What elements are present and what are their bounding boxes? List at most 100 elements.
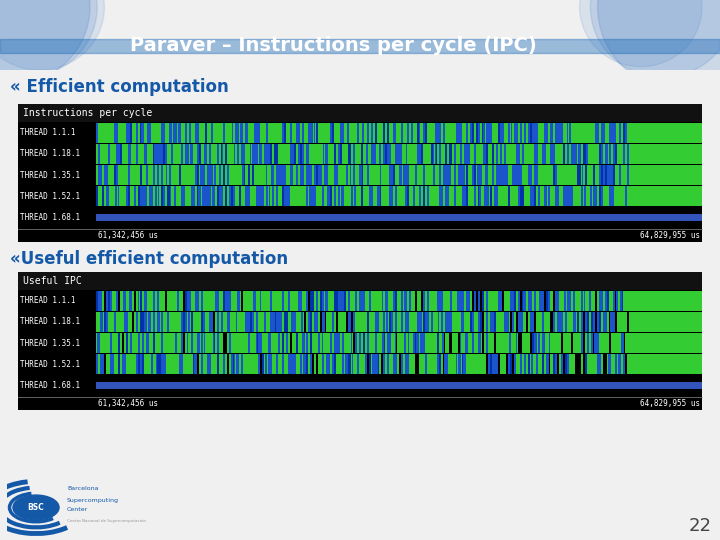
Bar <box>248 312 250 332</box>
Bar <box>240 123 242 143</box>
Bar <box>431 354 433 374</box>
Bar <box>266 354 268 374</box>
Bar <box>333 123 335 143</box>
Bar <box>122 354 125 374</box>
Bar <box>603 144 606 164</box>
Bar <box>536 291 539 311</box>
Bar <box>496 354 498 374</box>
Bar <box>168 186 171 206</box>
Bar <box>173 144 175 164</box>
Bar <box>381 291 383 311</box>
Bar <box>514 165 516 185</box>
Bar <box>195 354 197 374</box>
Bar <box>436 186 438 206</box>
Bar <box>253 186 256 206</box>
Bar <box>494 333 496 353</box>
Bar <box>238 354 240 374</box>
Bar <box>211 165 213 185</box>
Bar <box>469 312 472 332</box>
Bar <box>359 291 361 311</box>
Bar <box>100 144 102 164</box>
Bar <box>112 165 114 185</box>
Bar <box>520 123 523 143</box>
Bar <box>278 123 280 143</box>
Bar <box>411 186 413 206</box>
Bar <box>230 333 232 353</box>
Bar <box>201 333 203 353</box>
Bar <box>613 123 616 143</box>
Bar <box>173 291 175 311</box>
Bar <box>316 291 318 311</box>
Bar <box>528 354 531 374</box>
Bar <box>486 165 488 185</box>
Bar <box>522 123 524 143</box>
Bar <box>324 186 326 206</box>
Bar <box>185 354 187 374</box>
Bar <box>472 165 474 185</box>
Bar <box>498 123 500 143</box>
Bar <box>260 291 262 311</box>
Bar <box>466 354 468 374</box>
Bar <box>421 165 423 185</box>
Bar <box>399 312 401 332</box>
Bar <box>195 165 197 185</box>
Bar <box>421 144 423 164</box>
Bar <box>354 165 357 185</box>
Bar <box>506 333 508 353</box>
Bar <box>682 144 684 164</box>
Bar <box>562 123 564 143</box>
Bar <box>120 354 122 374</box>
Bar <box>148 144 150 164</box>
Bar <box>409 312 411 332</box>
Bar <box>348 165 351 185</box>
Bar <box>261 291 264 311</box>
Bar <box>373 186 375 206</box>
Bar <box>450 312 451 332</box>
Bar <box>302 291 305 311</box>
Bar <box>338 123 341 143</box>
Bar <box>510 144 513 164</box>
Bar <box>664 354 666 374</box>
Bar <box>276 291 278 311</box>
Bar <box>146 165 148 185</box>
Bar <box>213 291 215 311</box>
Bar <box>268 333 271 353</box>
Bar <box>327 186 330 206</box>
Bar <box>624 186 626 206</box>
Bar <box>341 123 343 143</box>
Bar <box>488 144 490 164</box>
Bar <box>385 354 387 374</box>
Bar <box>413 291 415 311</box>
Bar <box>140 333 143 353</box>
Bar <box>320 186 321 206</box>
Bar <box>150 333 153 353</box>
Bar <box>549 291 551 311</box>
Bar <box>627 144 629 164</box>
Bar <box>564 291 566 311</box>
Bar <box>280 291 282 311</box>
Bar <box>399 165 401 185</box>
Bar <box>584 186 586 206</box>
Bar <box>401 144 403 164</box>
Bar <box>148 312 150 332</box>
Bar <box>230 354 232 374</box>
Bar <box>276 186 278 206</box>
Bar <box>320 291 323 311</box>
Bar <box>539 291 541 311</box>
Bar <box>516 354 518 374</box>
Bar <box>684 165 686 185</box>
Bar <box>637 186 639 206</box>
Text: THREAD 1.35.1: THREAD 1.35.1 <box>20 339 80 348</box>
Bar <box>225 144 228 164</box>
Bar <box>145 354 147 374</box>
Bar <box>603 354 606 374</box>
Bar <box>531 333 533 353</box>
Bar <box>130 165 132 185</box>
Bar <box>492 186 494 206</box>
Bar <box>546 354 549 374</box>
Bar <box>314 144 316 164</box>
Bar <box>377 144 379 164</box>
Bar <box>294 144 296 164</box>
Bar <box>372 354 375 374</box>
Bar <box>586 144 588 164</box>
